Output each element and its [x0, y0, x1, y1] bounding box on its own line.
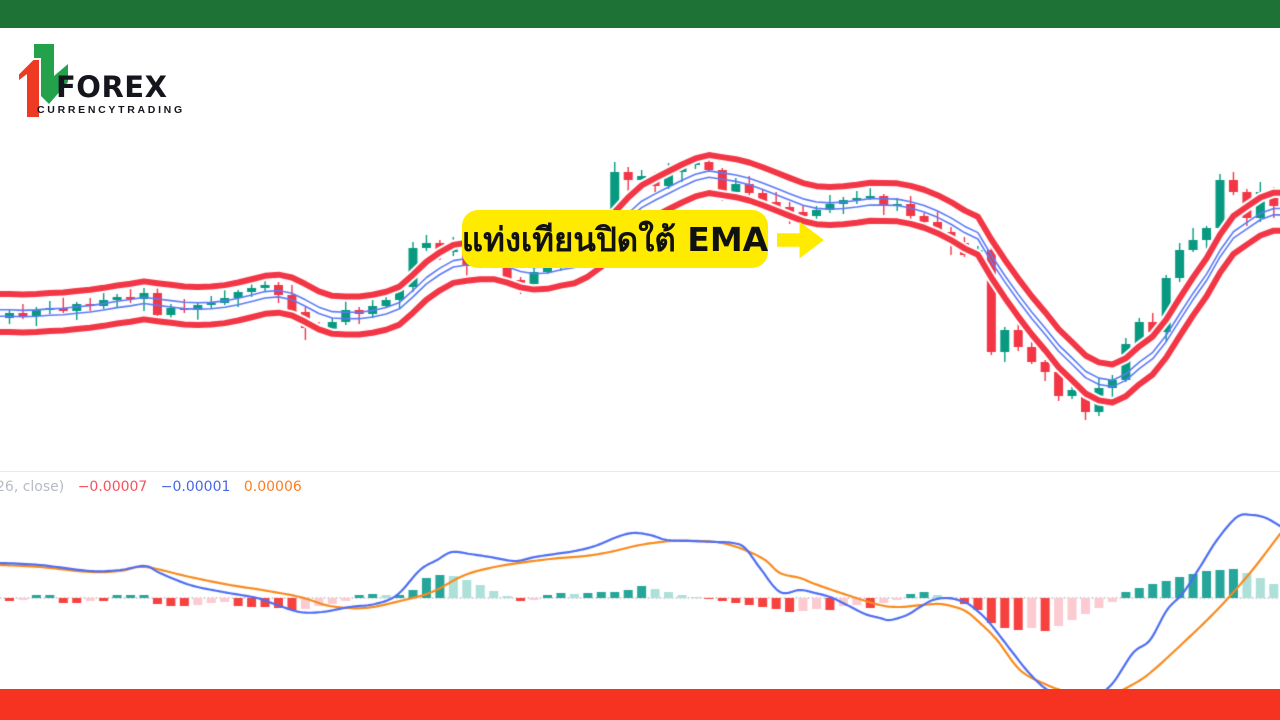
logo-title: FOREX [56, 70, 168, 104]
macd-signal-value: −0.00001 [160, 479, 231, 495]
panel-divider [0, 471, 1280, 472]
logo-subtitle: CURRENCYTRADING [37, 104, 185, 116]
macd-hist-value: 0.00006 [243, 479, 302, 495]
macd-legend: 26, close) −0.00007 −0.00001 0.00006 [0, 479, 311, 495]
top-green-bar [0, 0, 1280, 28]
brand-logo: FOREX CURRENCYTRADING [14, 42, 234, 122]
macd-value: −0.00007 [77, 479, 148, 495]
bottom-red-bar [0, 689, 1280, 720]
logo-icon [17, 44, 68, 119]
annotation-label: แท่งเทียนปิดใต้ EMA [462, 210, 768, 268]
macd-params-label: 26, close) [0, 479, 65, 495]
